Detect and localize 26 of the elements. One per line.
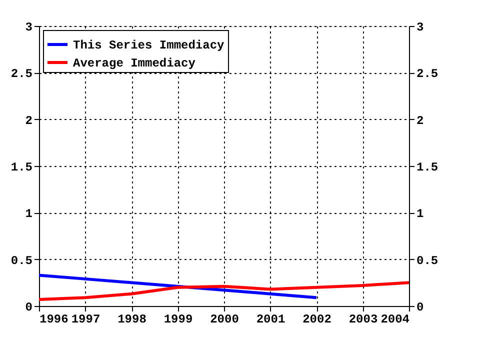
y-tick-label: 3 <box>25 20 32 34</box>
y-tick-label: 2 <box>25 114 32 128</box>
y2-tick-label: 1.5 <box>416 160 438 174</box>
x-tick-label: 1998 <box>118 312 146 326</box>
y-tick-label: 2.5 <box>10 67 32 82</box>
x-tick-label: 2000 <box>210 312 239 326</box>
y2-tick-label: 0.5 <box>416 254 438 268</box>
y2-tick-label: 2.5 <box>416 67 438 82</box>
x-tick-label: 1996 <box>40 312 68 326</box>
y2-tick-label: 2 <box>416 114 424 128</box>
legend-label: This Series Immediacy <box>73 38 224 52</box>
x-tick-label: 2001 <box>256 312 286 326</box>
y2-tick-label: 3 <box>416 20 424 34</box>
y-tick-label: 0.5 <box>10 254 32 268</box>
x-tick-label: 2002 <box>302 312 332 326</box>
y-tick-label: 0 <box>25 300 32 314</box>
y2-tick-label: 0 <box>416 300 424 314</box>
line-series <box>38 281 410 301</box>
x-tick-label: 1997 <box>71 312 100 326</box>
y-tick-label: 1.5 <box>10 160 32 174</box>
legend-label: Average Immediacy <box>73 56 196 70</box>
x-tick-label: 2003 <box>348 312 378 326</box>
x-tick-label: 1999 <box>164 312 193 326</box>
y2-tick-label: 1 <box>416 207 424 222</box>
y-tick-label: 1 <box>25 207 32 222</box>
x-tick-label: 2004 <box>380 312 410 326</box>
